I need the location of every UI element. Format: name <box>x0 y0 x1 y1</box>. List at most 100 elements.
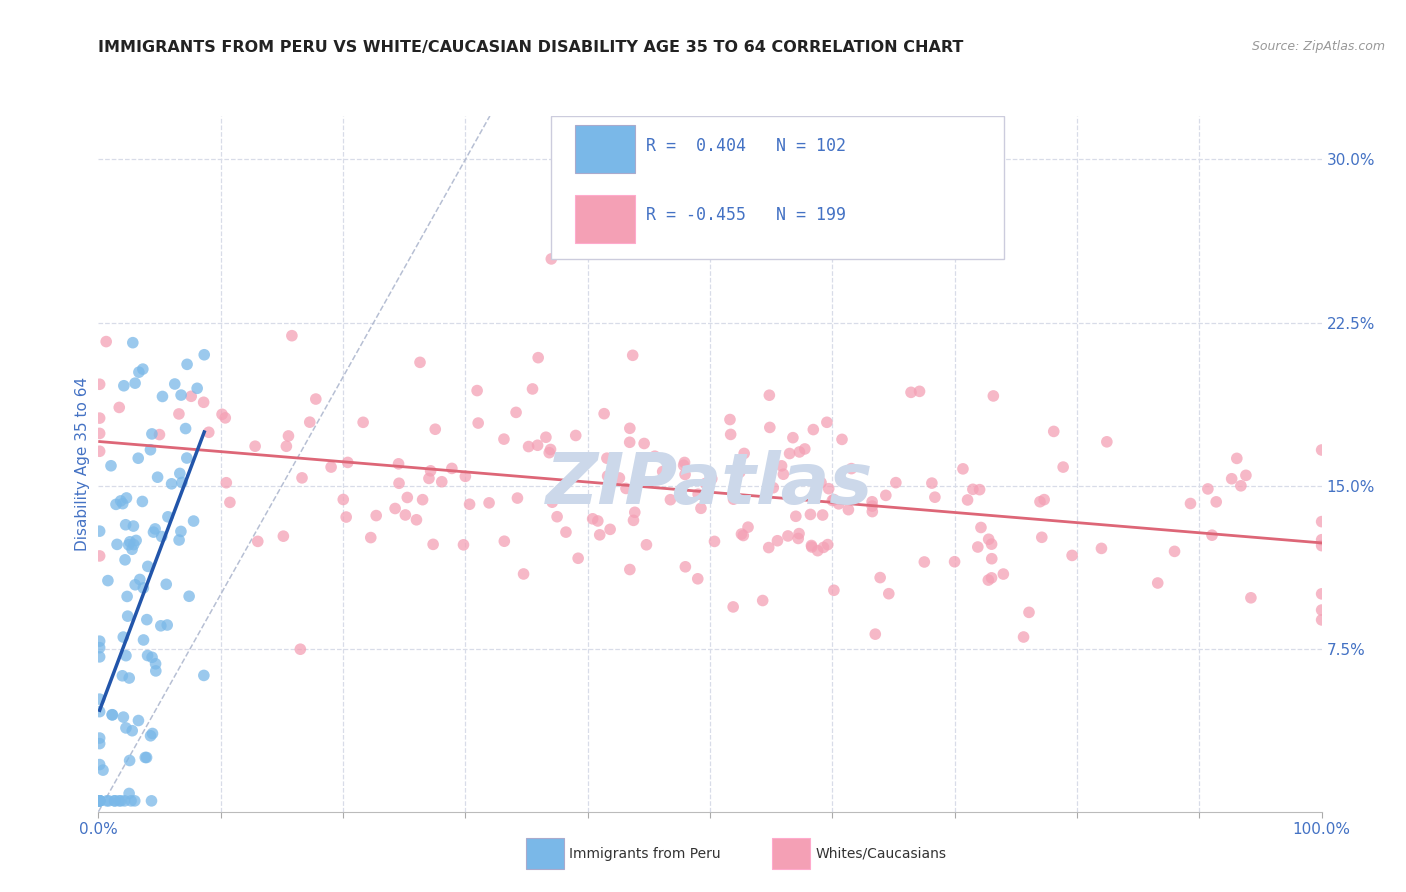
Point <box>728 465 751 479</box>
Point <box>546 509 568 524</box>
Point <box>860 499 883 513</box>
Point <box>1180 496 1202 510</box>
Point <box>96 334 118 349</box>
Point <box>723 492 745 507</box>
Point <box>176 450 198 465</box>
Point <box>810 475 832 490</box>
Point <box>589 528 612 542</box>
Point <box>467 416 489 430</box>
Point <box>405 513 427 527</box>
Point <box>465 384 488 398</box>
Point <box>993 567 1015 582</box>
Point <box>89 377 111 392</box>
Point <box>1310 539 1333 553</box>
Point <box>141 650 163 665</box>
Point <box>787 532 810 546</box>
Point <box>118 754 141 768</box>
Point <box>89 524 111 538</box>
Point <box>787 526 810 541</box>
Point <box>111 497 134 511</box>
Point <box>114 553 136 567</box>
Point <box>160 476 183 491</box>
Point <box>418 471 440 485</box>
Point <box>115 491 138 505</box>
Point <box>1033 492 1056 507</box>
Point <box>793 442 815 456</box>
Point <box>97 794 120 808</box>
Point <box>121 542 143 557</box>
FancyBboxPatch shape <box>551 116 1004 259</box>
Point <box>176 357 198 371</box>
Point <box>132 362 155 376</box>
Point <box>276 439 298 453</box>
Point <box>983 389 1005 403</box>
Text: R = -0.455   N = 199: R = -0.455 N = 199 <box>647 206 846 225</box>
Point <box>149 619 172 633</box>
Point <box>170 524 193 539</box>
Point <box>89 794 111 808</box>
Point <box>108 794 131 808</box>
Point <box>623 505 645 519</box>
Point <box>865 627 887 641</box>
Point <box>1310 533 1333 547</box>
Point <box>688 487 710 501</box>
Point <box>298 415 321 429</box>
Point <box>703 534 725 549</box>
Point <box>831 433 853 447</box>
Point <box>120 794 142 808</box>
Point <box>89 640 111 655</box>
Point <box>335 510 357 524</box>
Point <box>494 534 516 549</box>
Point <box>121 723 143 738</box>
Point <box>1230 479 1253 493</box>
Point <box>1220 472 1243 486</box>
Point <box>409 355 432 369</box>
Point <box>980 571 1002 585</box>
Point <box>136 648 159 663</box>
Point <box>1201 528 1223 542</box>
Point <box>132 632 155 647</box>
Point <box>789 445 811 459</box>
Point <box>567 551 589 566</box>
Point <box>111 669 134 683</box>
Point <box>512 566 534 581</box>
Point <box>387 457 409 471</box>
Point <box>124 794 146 808</box>
Point <box>193 395 215 409</box>
Point <box>785 509 807 524</box>
Point <box>352 415 374 429</box>
Point <box>821 493 844 508</box>
Point <box>141 726 163 740</box>
Point <box>89 649 111 664</box>
Point <box>586 514 609 528</box>
Point <box>956 492 979 507</box>
Point <box>759 420 782 434</box>
FancyBboxPatch shape <box>575 125 636 173</box>
Point <box>388 476 411 491</box>
Point <box>540 252 562 266</box>
Point <box>672 458 695 473</box>
Point <box>623 513 645 527</box>
Point <box>596 451 619 466</box>
Point <box>425 422 447 436</box>
Point <box>412 492 434 507</box>
Point <box>800 539 823 553</box>
Point <box>163 376 186 391</box>
Point <box>860 505 883 519</box>
Point <box>1310 587 1333 601</box>
Point <box>505 405 527 419</box>
Point <box>621 348 644 362</box>
Point <box>215 475 238 490</box>
Point <box>517 440 540 454</box>
Point <box>492 432 515 446</box>
Point <box>180 389 202 403</box>
Point <box>152 389 174 403</box>
Point <box>290 642 312 657</box>
Point <box>273 529 295 543</box>
Point <box>758 388 780 402</box>
Point <box>1042 425 1064 439</box>
Point <box>875 488 897 502</box>
Point <box>211 407 233 421</box>
Point <box>1095 434 1118 449</box>
Point <box>770 458 793 473</box>
